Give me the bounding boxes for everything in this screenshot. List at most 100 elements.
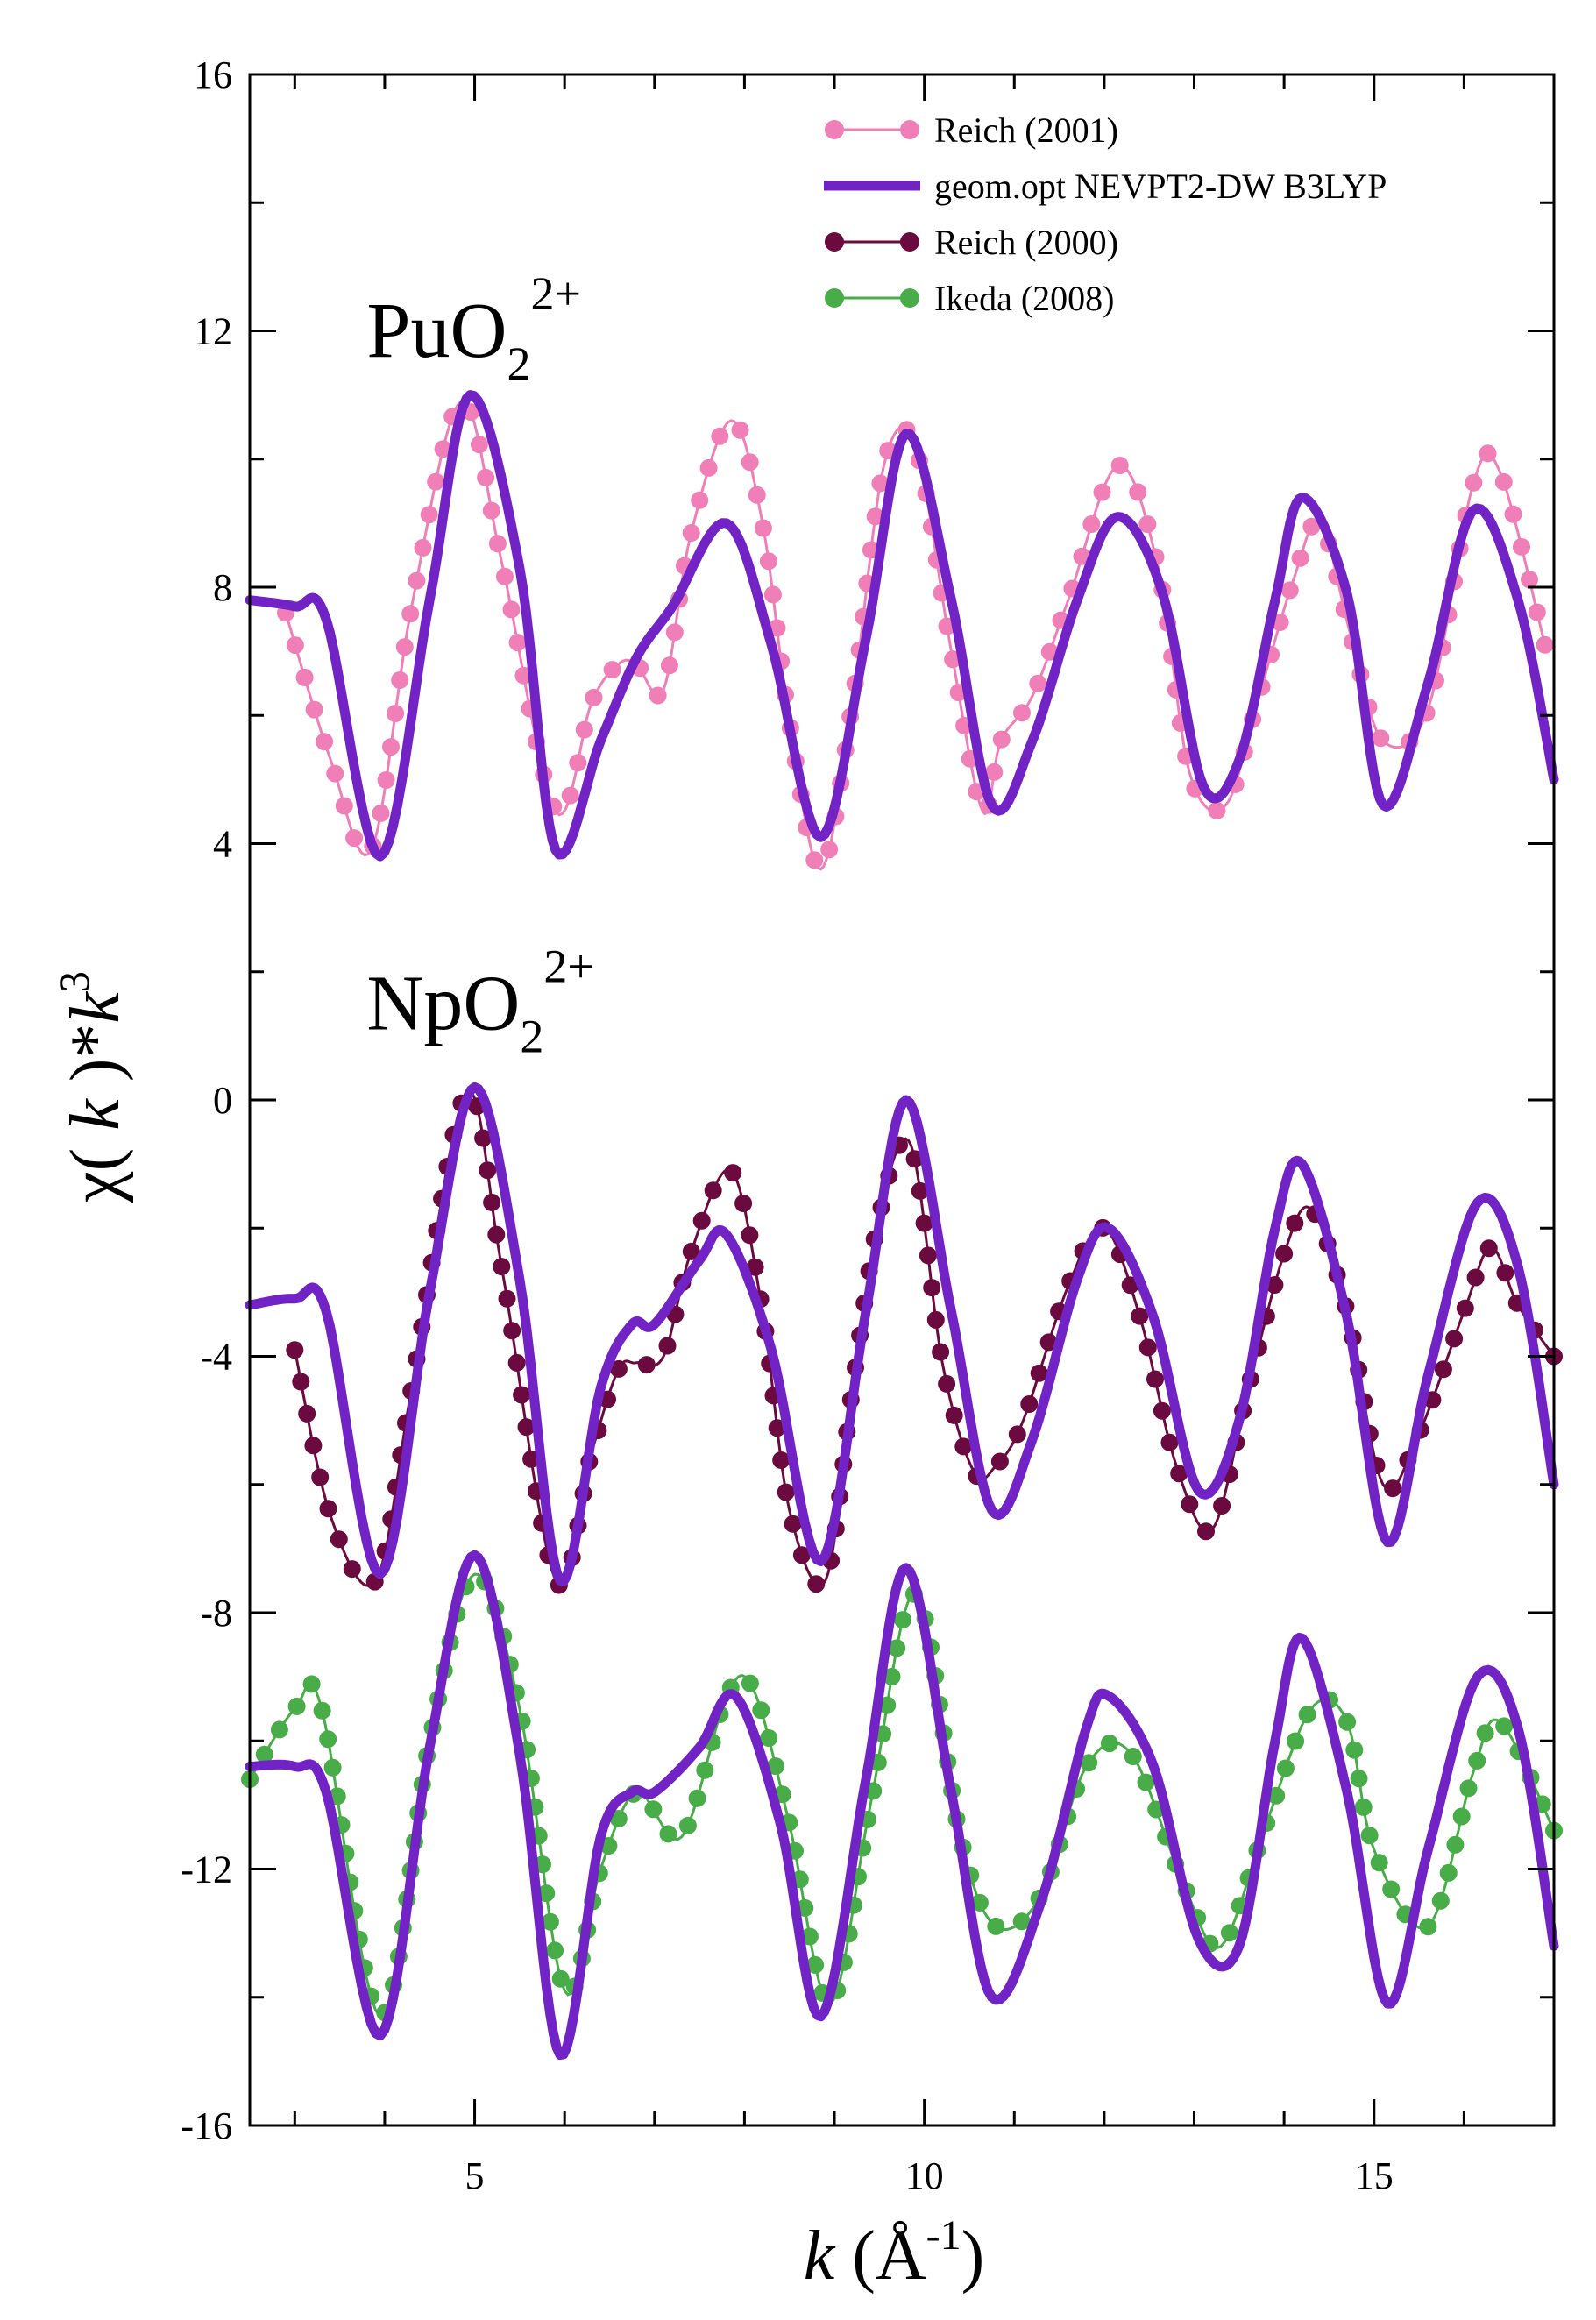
- data-point: [1220, 1924, 1238, 1942]
- data-point: [1080, 1754, 1098, 1772]
- data-point: [408, 571, 426, 590]
- data-point: [644, 1800, 663, 1819]
- data-point: [326, 764, 344, 783]
- data-point: [1013, 704, 1031, 722]
- data-point: [734, 1195, 753, 1212]
- data-point: [1030, 1364, 1048, 1382]
- data-point: [287, 1697, 306, 1715]
- data-point: [1528, 603, 1546, 621]
- data-point: [658, 1337, 677, 1355]
- data-point: [1170, 1465, 1188, 1483]
- data-point: [1495, 1717, 1514, 1735]
- data-point: [682, 524, 700, 542]
- data-point: [482, 501, 500, 520]
- data-point: [496, 567, 514, 585]
- data-point: [292, 1373, 310, 1391]
- data-point: [759, 552, 777, 571]
- data-point: [1020, 1395, 1039, 1413]
- data-point: [483, 1193, 501, 1211]
- data-point: [1350, 1770, 1368, 1788]
- data-point: [377, 771, 395, 789]
- data-point: [255, 1745, 273, 1763]
- data-point: [926, 1310, 945, 1329]
- data-point: [932, 1343, 950, 1361]
- data-point: [915, 1214, 933, 1232]
- x-tick-label: 10: [905, 2154, 944, 2197]
- data-point: [768, 1419, 786, 1437]
- data-point: [665, 623, 684, 642]
- series-geom-opt-nevpt2-dw-b3lyp-3: [245, 1082, 1559, 1586]
- data-point: [1110, 457, 1129, 474]
- series-ikeda-2008-4: [241, 1572, 1563, 2022]
- data-point: [575, 720, 593, 739]
- legend-swatch-marker: [900, 120, 919, 139]
- legend-entry: geom.opt NEVPT2-DW B3LYP: [824, 167, 1387, 206]
- data-point: [954, 1437, 973, 1456]
- legend-label: Ikeda (2008): [934, 279, 1114, 318]
- data-point: [569, 754, 587, 772]
- data-point: [911, 1181, 929, 1200]
- data-point: [1137, 1773, 1155, 1791]
- legend-label: Reich (2001): [934, 110, 1118, 150]
- data-point: [760, 1729, 778, 1747]
- data-point: [1280, 581, 1299, 600]
- data-point: [1160, 1433, 1179, 1451]
- data-point: [1382, 1880, 1401, 1898]
- y-tick-label: 0: [213, 1079, 232, 1122]
- data-point: [805, 851, 824, 869]
- data-point: [1138, 515, 1157, 534]
- data-point: [1431, 1891, 1450, 1910]
- data-point: [871, 474, 890, 493]
- data-point: [1496, 1264, 1514, 1282]
- data-point: [1153, 1401, 1171, 1420]
- legend-label: geom.opt NEVPT2-DW B3LYP: [934, 167, 1387, 206]
- data-point: [748, 486, 766, 504]
- data-point: [286, 1341, 304, 1359]
- data-point: [1100, 1735, 1118, 1753]
- data-point: [585, 688, 603, 706]
- data-point: [561, 786, 579, 805]
- data-point: [343, 1560, 361, 1579]
- data-point: [741, 1674, 759, 1692]
- data-point: [1146, 1370, 1164, 1388]
- annotation-npo2-base: NpO: [366, 961, 520, 1047]
- data-point: [919, 1246, 937, 1265]
- data-point: [302, 1675, 321, 1693]
- data-point: [488, 535, 507, 553]
- legend-swatch-marker: [825, 120, 844, 139]
- data-point: [763, 585, 782, 604]
- data-point: [1181, 1495, 1199, 1514]
- data-point: [888, 1639, 906, 1657]
- data-point: [487, 1225, 506, 1244]
- data-point: [551, 1969, 570, 1988]
- data-point: [427, 472, 445, 491]
- data-point: [678, 1816, 697, 1834]
- data-point: [970, 1893, 989, 1912]
- data-point: [295, 668, 314, 686]
- data-point: [1138, 1338, 1157, 1357]
- data-point: [691, 491, 709, 509]
- data-point: [270, 1720, 288, 1739]
- data-point: [305, 700, 323, 719]
- data-point: [316, 733, 334, 751]
- data-point: [1338, 1713, 1357, 1731]
- data-point: [513, 1386, 531, 1404]
- data-point: [772, 1451, 791, 1469]
- data-point: [470, 436, 488, 454]
- data-point: [395, 638, 414, 656]
- data-point: [807, 1575, 826, 1593]
- data-point: [1445, 1330, 1464, 1348]
- data-point: [938, 1374, 956, 1393]
- data-point: [1452, 1807, 1471, 1826]
- data-point: [319, 1500, 337, 1518]
- data-point: [345, 829, 364, 848]
- data-point: [1384, 1479, 1402, 1498]
- data-point: [414, 538, 432, 557]
- data-point: [382, 738, 400, 756]
- data-point: [696, 1761, 714, 1779]
- data-point: [688, 1789, 706, 1807]
- y-axis-k: k: [57, 1098, 134, 1131]
- data-point: [286, 636, 304, 655]
- data-point: [1459, 1779, 1478, 1798]
